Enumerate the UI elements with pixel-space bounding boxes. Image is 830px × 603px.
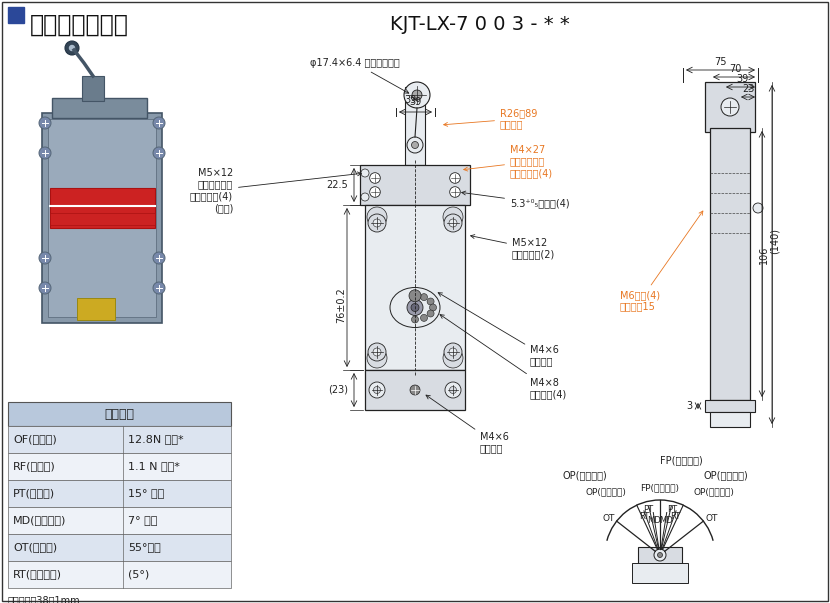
Text: ＊连杆长＝38．1mm: ＊连杆长＝38．1mm xyxy=(8,595,81,603)
Bar xyxy=(8,453,231,480)
Text: MD: MD xyxy=(659,516,673,525)
Circle shape xyxy=(412,142,418,148)
Text: φ17.4×6.4 黑色尼龙滚轮: φ17.4×6.4 黑色尼龙滚轮 xyxy=(310,58,408,93)
Circle shape xyxy=(70,45,75,51)
Text: FP(自由位置): FP(自由位置) xyxy=(660,455,703,465)
Circle shape xyxy=(443,348,463,368)
Bar xyxy=(722,132,738,172)
Text: 39: 39 xyxy=(404,95,416,105)
Bar xyxy=(360,165,470,205)
Text: 39: 39 xyxy=(409,97,421,107)
Circle shape xyxy=(407,300,423,315)
Text: OP(动作位置): OP(动作位置) xyxy=(586,488,627,497)
Circle shape xyxy=(449,219,457,227)
Bar xyxy=(8,534,231,561)
Bar xyxy=(8,402,231,426)
Circle shape xyxy=(410,385,420,395)
Bar xyxy=(710,128,750,400)
Text: OP(动作位置): OP(动作位置) xyxy=(703,470,748,480)
Circle shape xyxy=(444,343,462,361)
Text: (23): (23) xyxy=(328,385,348,395)
Text: 39: 39 xyxy=(736,74,748,84)
Text: 动作特性: 动作特性 xyxy=(105,408,134,420)
Text: PT: PT xyxy=(667,505,677,514)
Bar xyxy=(52,98,147,118)
Text: FP(自由位置): FP(自由位置) xyxy=(641,484,680,493)
Circle shape xyxy=(429,304,437,311)
Bar xyxy=(705,82,755,132)
Circle shape xyxy=(39,117,51,129)
Circle shape xyxy=(450,172,461,183)
Text: MD: MD xyxy=(647,516,661,525)
Text: OT: OT xyxy=(603,514,614,523)
Circle shape xyxy=(373,348,381,356)
Text: OT(超行程): OT(超行程) xyxy=(13,543,57,552)
Bar xyxy=(50,188,155,228)
Circle shape xyxy=(404,82,430,108)
Text: RT: RT xyxy=(671,513,681,522)
Text: 106: 106 xyxy=(759,245,769,264)
Circle shape xyxy=(412,292,418,299)
Text: OP(动作位置): OP(动作位置) xyxy=(693,488,735,497)
Text: 1.1 N 最小*: 1.1 N 最小* xyxy=(128,461,180,472)
Circle shape xyxy=(412,90,422,100)
Circle shape xyxy=(421,294,427,301)
Circle shape xyxy=(65,41,79,55)
Text: 7° 最大: 7° 最大 xyxy=(128,516,158,525)
Text: RT(复位行程): RT(复位行程) xyxy=(13,569,62,579)
Text: M6螺丝(4)
最小深度15: M6螺丝(4) 最小深度15 xyxy=(620,211,703,312)
Circle shape xyxy=(373,219,381,227)
Bar xyxy=(8,426,231,453)
Circle shape xyxy=(445,382,461,398)
Circle shape xyxy=(421,314,427,321)
Text: (5°): (5°) xyxy=(128,569,149,579)
Bar xyxy=(710,412,750,427)
Circle shape xyxy=(153,282,165,294)
Text: RT: RT xyxy=(640,513,650,522)
Circle shape xyxy=(654,549,666,561)
Circle shape xyxy=(369,187,380,197)
Text: 12.8N 最大*: 12.8N 最大* xyxy=(128,435,183,444)
Text: R26～89
可调范围: R26～89 可调范围 xyxy=(444,108,537,130)
Text: M4×27
带弹簧垫片的
平头小螺丝(4): M4×27 带弹簧垫片的 平头小螺丝(4) xyxy=(464,145,553,178)
Circle shape xyxy=(367,207,387,227)
Circle shape xyxy=(444,214,462,232)
Bar xyxy=(82,76,104,101)
Circle shape xyxy=(367,348,387,368)
Bar xyxy=(42,113,162,323)
Bar xyxy=(8,480,231,507)
Text: M5×12
内六角螺栓(2): M5×12 内六角螺栓(2) xyxy=(471,235,555,260)
Text: KJT-LX-7 0 0 3 - * *: KJT-LX-7 0 0 3 - * * xyxy=(390,16,569,34)
Circle shape xyxy=(411,303,419,312)
Circle shape xyxy=(368,214,386,232)
Text: 75: 75 xyxy=(714,57,726,67)
Circle shape xyxy=(443,207,463,227)
Bar xyxy=(8,561,231,588)
Circle shape xyxy=(39,252,51,264)
Circle shape xyxy=(412,316,418,323)
Bar xyxy=(8,7,24,23)
Bar xyxy=(365,370,465,410)
Circle shape xyxy=(368,343,386,361)
Text: 可调滚轮连杆型: 可调滚轮连杆型 xyxy=(30,13,129,37)
Circle shape xyxy=(153,252,165,264)
Text: 23: 23 xyxy=(742,84,754,94)
Bar xyxy=(48,119,156,317)
Text: RF(复位力): RF(复位力) xyxy=(13,461,56,472)
Circle shape xyxy=(427,310,434,317)
Circle shape xyxy=(721,98,739,116)
Text: M4×6
接地螺丝: M4×6 接地螺丝 xyxy=(426,395,509,453)
Circle shape xyxy=(753,203,763,213)
Text: 15° 最大: 15° 最大 xyxy=(128,488,164,499)
Circle shape xyxy=(153,117,165,129)
Circle shape xyxy=(407,137,423,153)
Text: PT(预行程): PT(预行程) xyxy=(13,488,55,499)
Circle shape xyxy=(449,348,457,356)
Circle shape xyxy=(409,290,421,302)
Circle shape xyxy=(427,298,434,305)
Circle shape xyxy=(361,193,369,201)
Circle shape xyxy=(374,387,380,394)
Bar xyxy=(77,298,115,320)
Text: OP(动作位置): OP(动作位置) xyxy=(562,470,607,480)
Circle shape xyxy=(450,187,461,197)
